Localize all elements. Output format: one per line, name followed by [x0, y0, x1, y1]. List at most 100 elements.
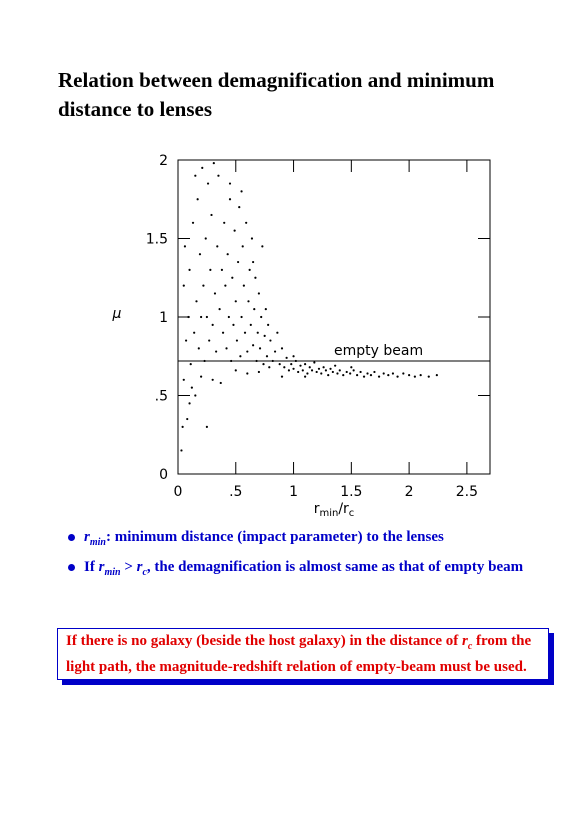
slide-title: Relation between demagnification and min…: [58, 68, 495, 121]
point: [252, 344, 255, 347]
point: [231, 276, 234, 279]
point: [292, 367, 295, 370]
point: [313, 361, 316, 364]
point: [228, 182, 232, 185]
point: [224, 284, 227, 287]
point: [197, 347, 200, 350]
reference-label: empty beam: [334, 343, 423, 359]
point: [269, 339, 272, 342]
point: [317, 367, 321, 370]
point: [287, 369, 291, 372]
point: [183, 245, 187, 248]
point: [331, 370, 334, 374]
point: [250, 237, 254, 240]
text: r: [98, 559, 105, 575]
x-tick-label: 1: [289, 484, 298, 500]
point: [304, 375, 307, 378]
point: [182, 284, 185, 287]
point: [310, 369, 314, 372]
x-label-part: /r: [338, 501, 349, 517]
point: [234, 300, 237, 303]
text: r: [84, 529, 90, 545]
point: [194, 174, 197, 177]
point: [262, 363, 265, 366]
point: [233, 229, 236, 232]
point: [336, 372, 339, 375]
point: [402, 372, 405, 375]
point: [306, 372, 309, 375]
plot-frame: [177, 159, 491, 475]
point: [264, 308, 267, 311]
point: [252, 260, 255, 264]
x-tick-label: 2.5: [456, 484, 478, 500]
point: [247, 300, 250, 303]
point: [382, 372, 385, 375]
point: [234, 369, 237, 372]
point: [408, 373, 411, 377]
point: [334, 364, 337, 367]
point: [292, 355, 295, 358]
point: [209, 268, 212, 271]
note-box: If there is no galaxy (beside the host g…: [57, 628, 549, 680]
point: [276, 331, 279, 334]
y-tick-label: 1: [159, 310, 168, 326]
point: [240, 190, 243, 193]
point: [352, 369, 355, 372]
point: [261, 245, 264, 248]
point: [202, 284, 205, 287]
point: [329, 367, 332, 370]
y-tick-label: 2: [159, 153, 168, 169]
point: [182, 378, 185, 381]
point: [362, 375, 366, 378]
point: [246, 350, 249, 353]
point: [280, 375, 284, 378]
point: [242, 284, 245, 287]
point: [205, 315, 208, 319]
x-label-part: min: [319, 508, 338, 519]
x-tick-label: .5: [229, 484, 242, 500]
point: [338, 369, 341, 372]
point: [208, 339, 211, 342]
point: [235, 339, 239, 342]
point: [215, 350, 218, 353]
point: [206, 182, 210, 185]
point: [193, 331, 196, 334]
y-axis-label: μ: [112, 306, 122, 322]
point: [211, 323, 214, 326]
point: [345, 370, 348, 374]
point: [427, 375, 430, 378]
point: [200, 315, 203, 319]
point: [189, 363, 192, 366]
point: [258, 347, 262, 350]
bullet: rmin: minimum distance (impact parameter…: [68, 527, 558, 553]
point: [359, 370, 362, 374]
x-label-part: r: [314, 501, 320, 517]
point: [299, 364, 302, 367]
point: [273, 350, 277, 353]
point: [191, 221, 195, 224]
point: [239, 355, 242, 358]
x-label-part: c: [349, 508, 355, 519]
point: [246, 372, 249, 375]
point: [228, 198, 232, 201]
text: >: [120, 559, 137, 575]
x-tick-label: 1.5: [340, 484, 362, 500]
point: [419, 373, 422, 377]
point: [324, 369, 328, 372]
point: [227, 315, 230, 319]
point: [350, 366, 353, 369]
point: [290, 363, 293, 366]
y-tick-label: 0: [159, 467, 168, 483]
point: [254, 276, 257, 279]
point: [201, 166, 204, 169]
point: [342, 373, 345, 377]
point: [327, 373, 330, 377]
chart: μ rmin/rc 0 .5 1 1.5 2 2.5 0 .5 1 1.5 2 empty beam: [112, 153, 491, 519]
point: [257, 370, 260, 374]
point: [188, 268, 191, 271]
point: [297, 370, 300, 374]
text: r: [461, 633, 468, 649]
point: [240, 315, 243, 319]
point: [217, 174, 220, 177]
x-tick-label: 2: [405, 484, 414, 500]
